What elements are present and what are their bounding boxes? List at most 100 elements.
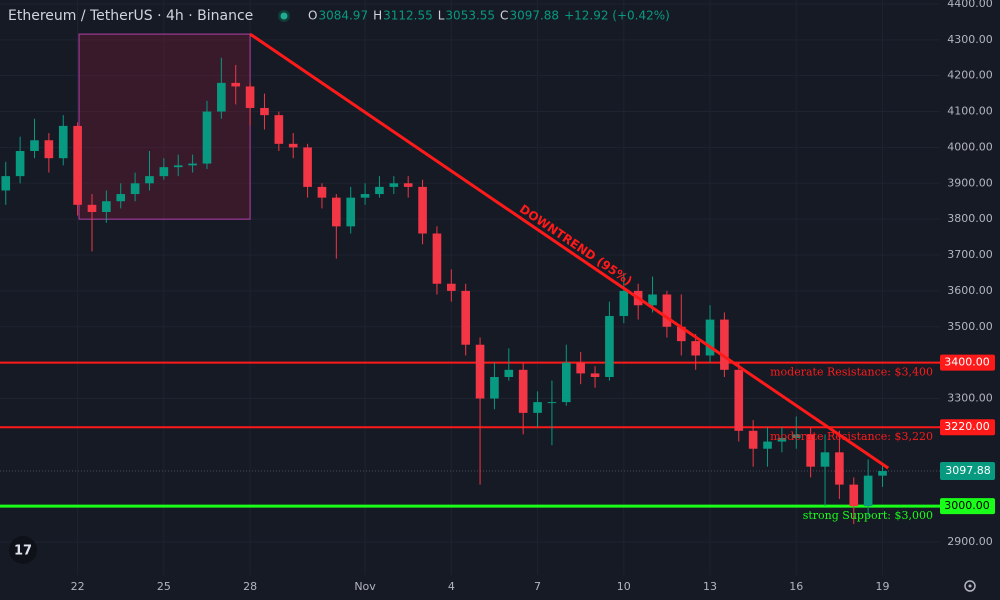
candle-body bbox=[447, 283, 456, 291]
candle-body bbox=[260, 107, 269, 116]
level-price-label: 3400.00 bbox=[944, 356, 990, 369]
candle-body bbox=[490, 376, 499, 399]
candle-body bbox=[317, 186, 327, 198]
candle-body bbox=[720, 319, 729, 370]
y-tick-label: 3600.00 bbox=[947, 284, 993, 297]
gear bbox=[964, 580, 976, 592]
candle-body bbox=[375, 186, 384, 195]
candle-body bbox=[648, 294, 657, 306]
gear-center bbox=[968, 584, 972, 588]
level-price-box bbox=[940, 354, 995, 371]
y-tick-label: 2900.00 bbox=[947, 535, 993, 548]
candle-body bbox=[705, 319, 715, 356]
y-tick-label: 3800.00 bbox=[947, 212, 993, 225]
level-price-label: 3000.00 bbox=[944, 499, 990, 512]
candle-body bbox=[332, 197, 341, 227]
candle-body bbox=[504, 369, 514, 377]
candle-body bbox=[791, 434, 801, 438]
candle-body bbox=[116, 194, 126, 202]
ohlc-label: O bbox=[308, 9, 317, 23]
y-tick-label: 3700.00 bbox=[947, 248, 993, 261]
candle-body bbox=[15, 151, 25, 177]
candle-body bbox=[820, 452, 830, 467]
candle-body bbox=[676, 326, 686, 342]
zone-box bbox=[78, 33, 251, 220]
candle-body bbox=[274, 115, 284, 144]
tv-logo[interactable]: 𝟭𝟳 bbox=[9, 536, 37, 564]
candle-body bbox=[288, 143, 298, 148]
logo: 𝟭𝟳 bbox=[14, 544, 32, 559]
candle-body bbox=[662, 294, 672, 327]
current-price-box bbox=[940, 462, 995, 481]
level-annotation: moderate Resistance: $3,220 bbox=[770, 430, 933, 443]
candle-body bbox=[605, 316, 614, 377]
candle-body bbox=[159, 167, 169, 177]
y-tick-label: 3900.00 bbox=[947, 176, 993, 189]
current-price-label: 3097.88 bbox=[945, 464, 991, 477]
ohlc-label: L bbox=[438, 9, 445, 23]
ohlc-value: 3084.97 bbox=[318, 9, 368, 23]
candle-body bbox=[217, 82, 226, 112]
ohlc-value: 3097.88 bbox=[509, 9, 559, 23]
candle-body bbox=[73, 125, 82, 205]
x-tick-label: 4 bbox=[448, 580, 455, 593]
candle-body bbox=[130, 183, 140, 195]
level-price-label: 3220.00 bbox=[944, 420, 990, 433]
y-tick-label: 3500.00 bbox=[947, 320, 993, 333]
candle-body bbox=[777, 437, 787, 442]
candle-body bbox=[188, 163, 197, 166]
candle-body bbox=[1, 176, 11, 191]
candle-body bbox=[231, 82, 241, 87]
trendline bbox=[249, 32, 890, 470]
y-tick-label: 4400.00 bbox=[947, 0, 993, 10]
x-tick-label: Nov bbox=[354, 580, 376, 593]
settings-icon[interactable] bbox=[964, 580, 976, 592]
y-tick-label: 4100.00 bbox=[947, 105, 993, 118]
candle-body bbox=[763, 441, 772, 449]
level-price-box bbox=[940, 419, 995, 436]
candle-body bbox=[576, 362, 585, 374]
x-tick-label: 28 bbox=[243, 580, 257, 593]
x-tick-label: 19 bbox=[876, 580, 890, 593]
candle-body bbox=[461, 290, 470, 345]
level-price-box bbox=[940, 498, 995, 515]
candle-body bbox=[734, 369, 744, 431]
y-tick-label: 4300.00 bbox=[947, 33, 993, 46]
y-tick-label: 3300.00 bbox=[947, 392, 993, 405]
ohlc-value: 3112.55 bbox=[383, 9, 433, 23]
candle-body bbox=[691, 341, 700, 356]
x-tick-label: 16 bbox=[789, 580, 803, 593]
candle-body bbox=[561, 362, 571, 403]
x-tick-label: 22 bbox=[71, 580, 85, 593]
level-annotation: strong Support: $3,000 bbox=[803, 509, 933, 522]
candle-body bbox=[835, 452, 844, 485]
candle-body bbox=[806, 434, 815, 467]
candle-body bbox=[202, 111, 212, 164]
y-tick-label: 4000.00 bbox=[947, 140, 993, 153]
x-tick-label: 13 bbox=[703, 580, 717, 593]
candle-body bbox=[475, 344, 485, 399]
candle-body bbox=[389, 183, 399, 187]
candle-body bbox=[547, 402, 557, 404]
ohlc-label: H bbox=[373, 9, 382, 23]
candle-body bbox=[145, 176, 154, 184]
candle-body bbox=[863, 475, 873, 507]
x-tick-label: 10 bbox=[617, 580, 631, 593]
candle-body bbox=[619, 290, 629, 317]
candle-body bbox=[346, 197, 356, 227]
header: Ethereum / TetherUS · 4h · Binance O 3084… bbox=[8, 8, 670, 24]
candle-body bbox=[173, 165, 183, 168]
candle-body bbox=[303, 147, 312, 187]
candle-body bbox=[432, 233, 442, 284]
candle-body bbox=[518, 369, 528, 413]
change: +12.92 (+0.42%) bbox=[564, 9, 670, 23]
x-tick-label: 7 bbox=[534, 580, 541, 593]
candle-body bbox=[245, 86, 255, 108]
candle-body bbox=[58, 125, 68, 159]
candle-body bbox=[418, 186, 427, 234]
status-dot-inner bbox=[280, 12, 288, 20]
